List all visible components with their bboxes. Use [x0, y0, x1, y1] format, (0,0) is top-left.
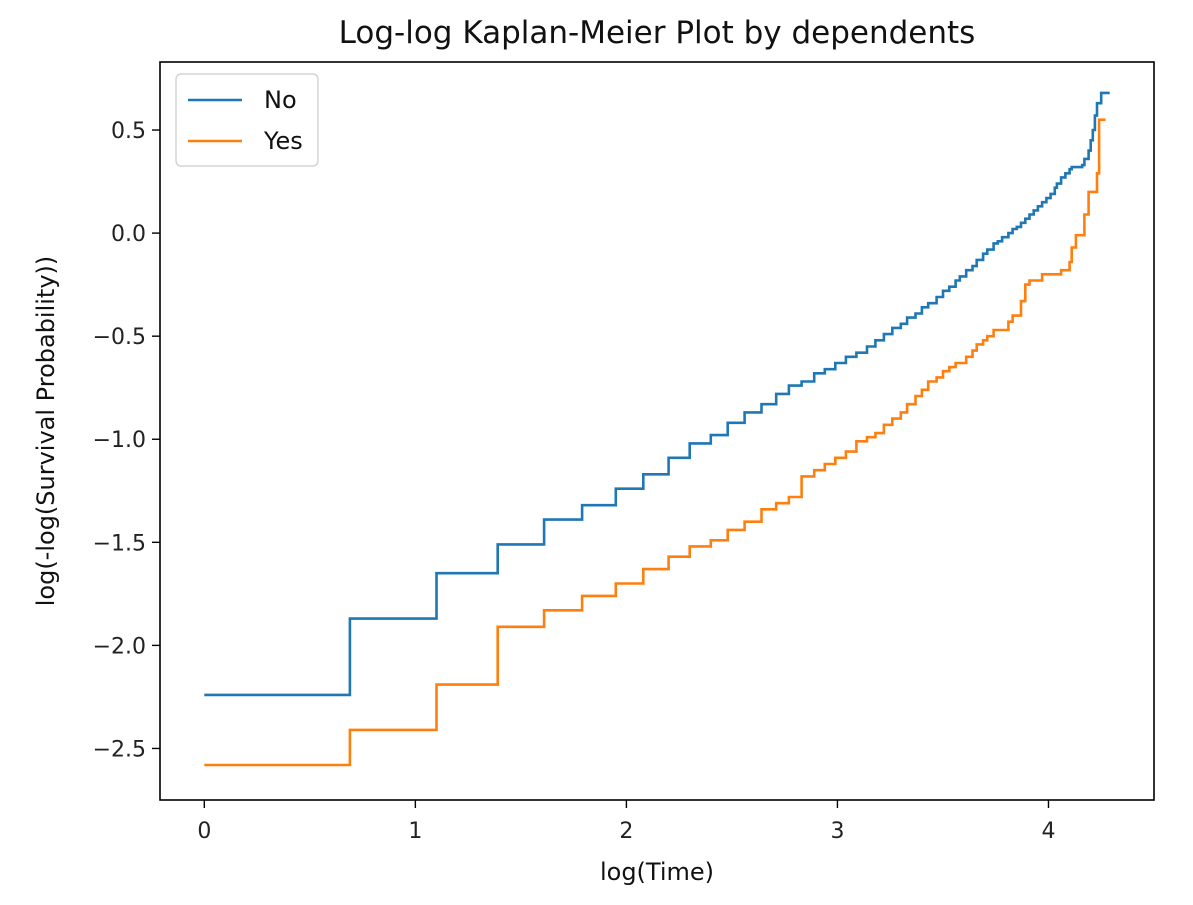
legend-box: [175, 73, 319, 167]
legend-label-no: No: [264, 86, 297, 114]
series-line-yes: [204, 118, 1106, 767]
plot-area: [159, 61, 1155, 801]
x-tick-label: 2: [619, 819, 633, 844]
x-tick-label: 0: [197, 819, 211, 844]
chart-title: Log-log Kaplan-Meier Plot by dependents: [339, 15, 976, 51]
y-axis-label: log(-log(Survival Probability)): [32, 256, 60, 607]
x-tick-label: 4: [1041, 819, 1055, 844]
plot-frame: [159, 61, 1155, 801]
series-layer: [204, 91, 1110, 767]
legend-label-yes: Yes: [263, 127, 303, 155]
x-axis: 0 1 2 3 4: [197, 800, 1055, 844]
y-axis: 0.5 0.0 −0.5 −1.0 −1.5 −2.0 −2.5: [93, 119, 160, 762]
y-tick-label: −2.0: [93, 634, 146, 659]
x-tick-label: 3: [830, 819, 844, 844]
y-tick-label: 0.0: [111, 222, 146, 247]
y-tick-label: −0.5: [93, 325, 146, 350]
y-tick-label: −1.5: [93, 531, 146, 556]
y-tick-label: 0.5: [111, 119, 146, 144]
legend: No Yes: [175, 73, 319, 167]
x-tick-label: 1: [408, 819, 422, 844]
x-axis-label: log(Time): [600, 858, 714, 886]
series-line-no: [204, 91, 1110, 697]
y-tick-label: −2.5: [93, 737, 146, 762]
y-tick-label: −1.0: [93, 428, 146, 453]
